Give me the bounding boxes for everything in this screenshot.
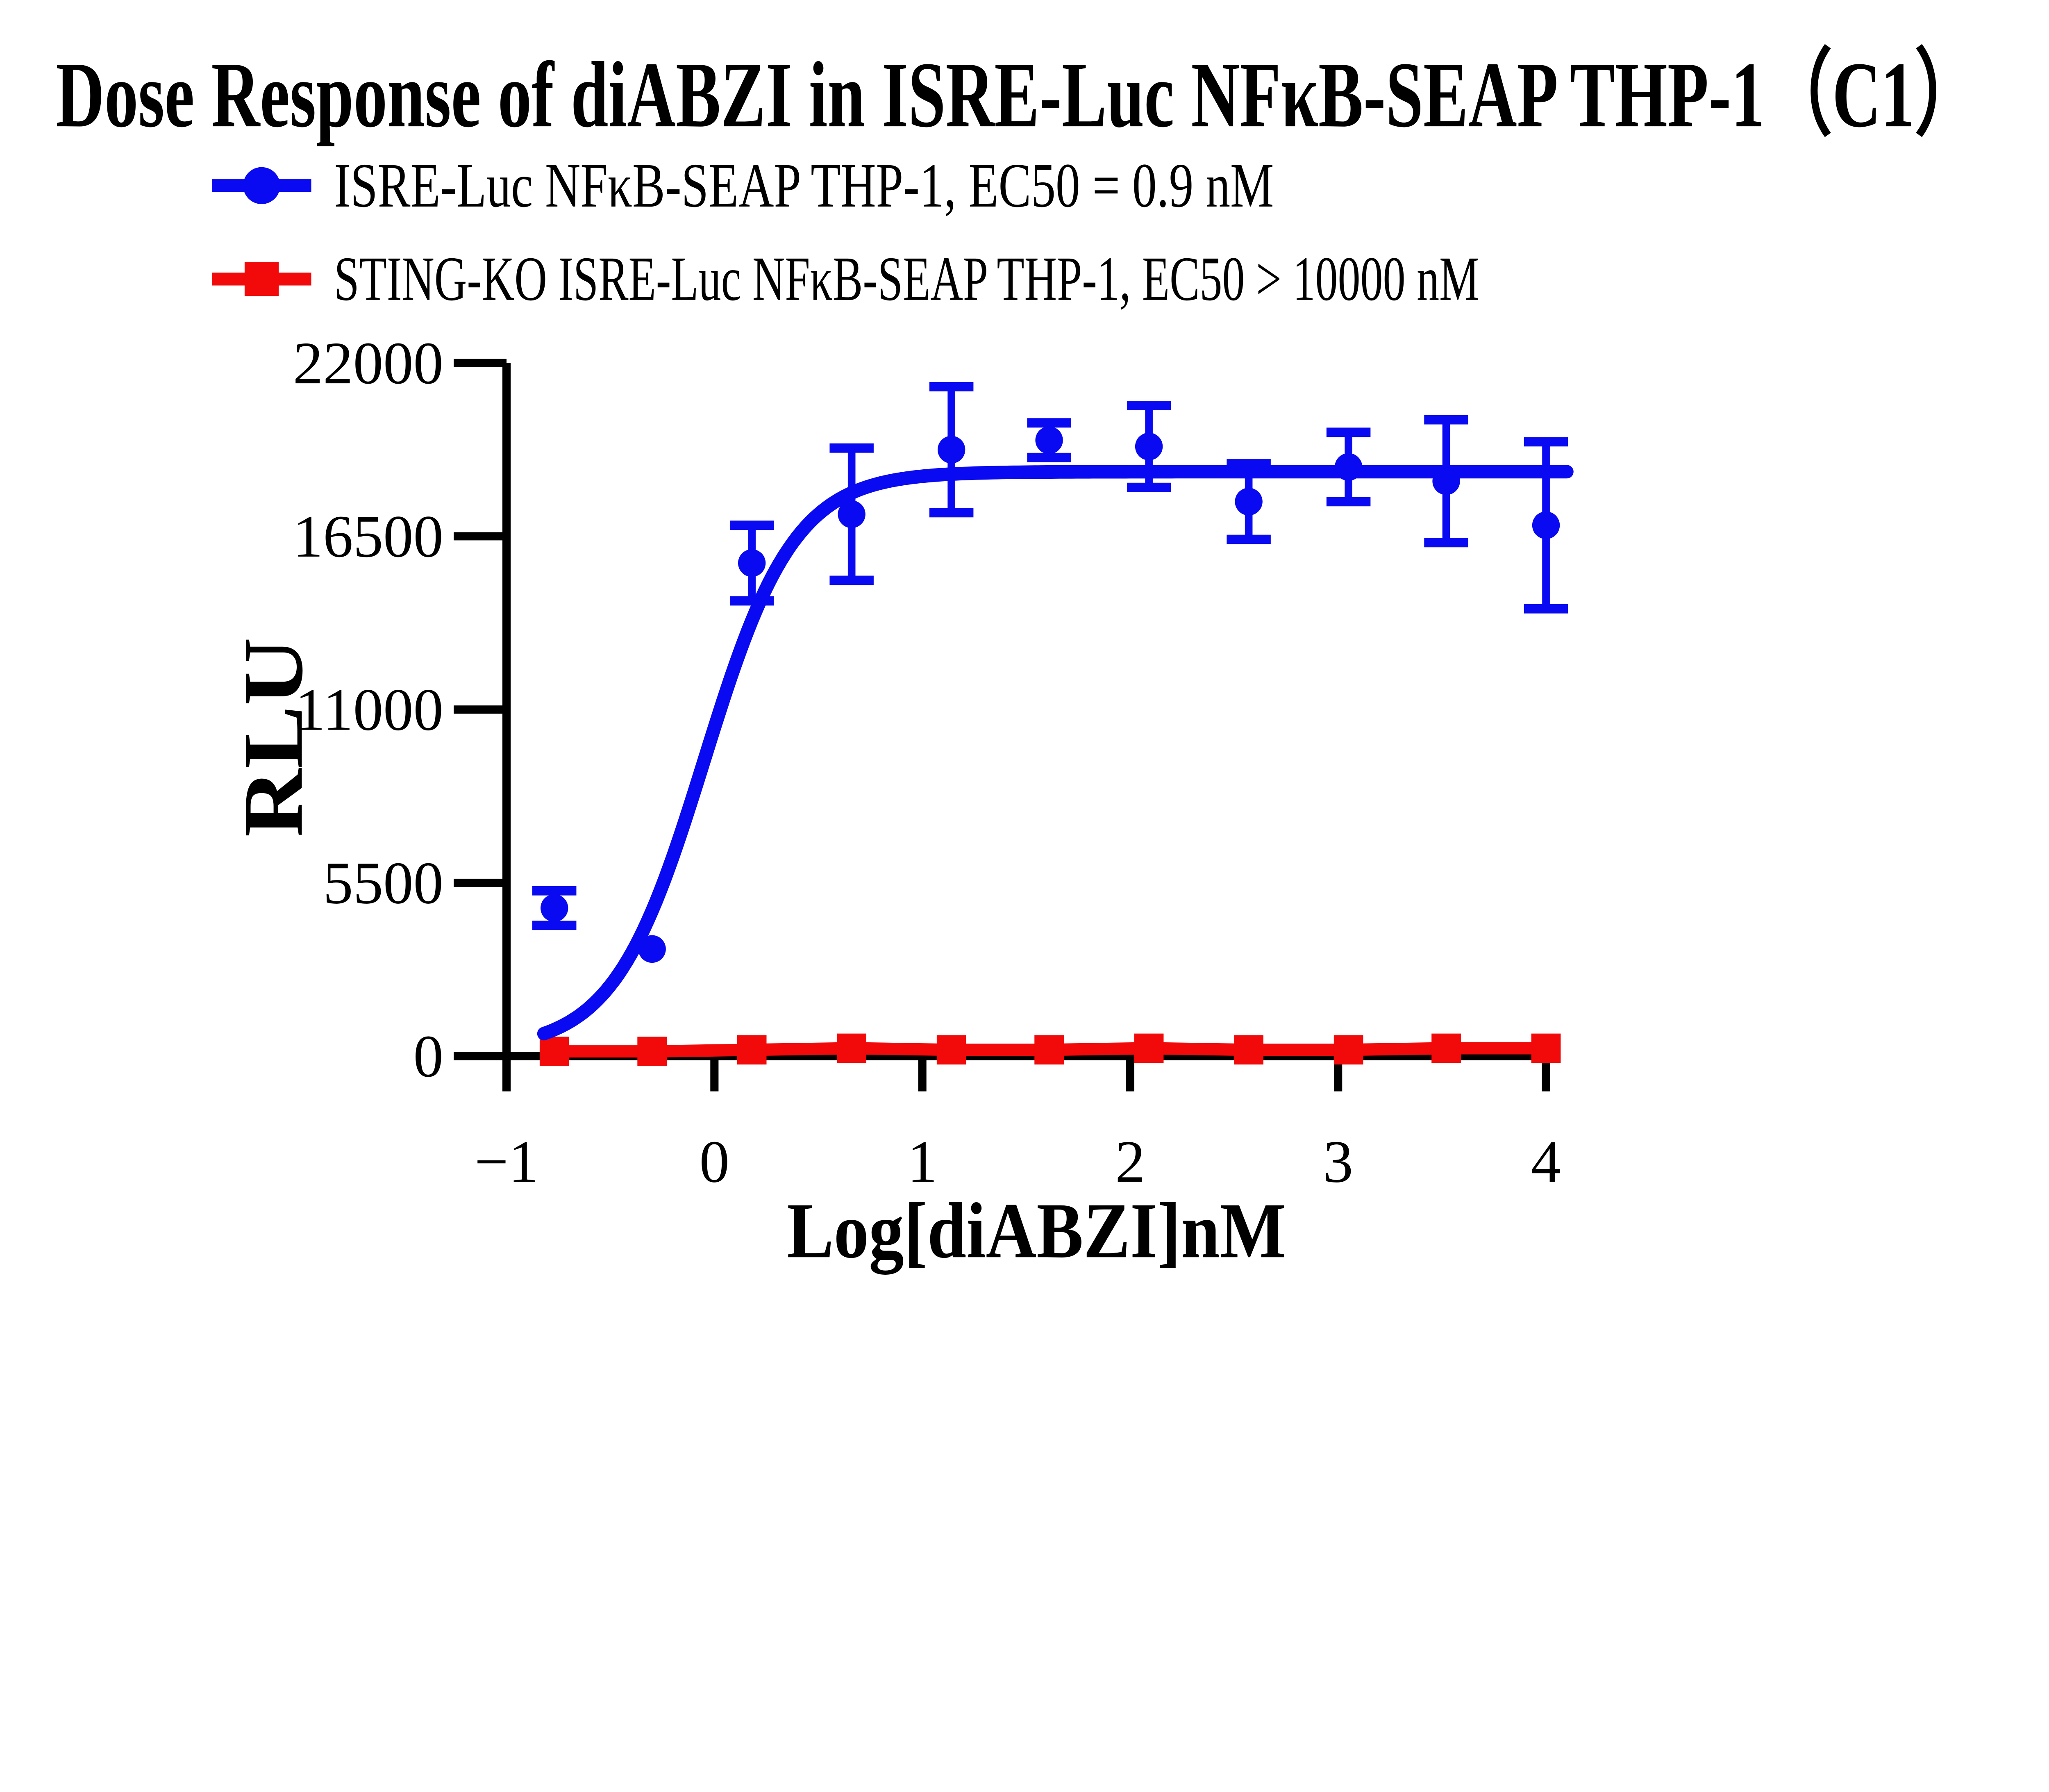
x-tick-label: 2 [1115,1128,1145,1195]
data-point-circle [1532,511,1560,539]
x-tick-label: 1 [907,1128,937,1195]
data-point-square [1531,1033,1561,1063]
data-point-circle [1035,426,1063,454]
data-point-square [936,1035,966,1065]
y-tick-label: 11000 [295,676,443,743]
y-tick-label: 22000 [293,330,443,396]
data-point-circle [1432,467,1460,495]
chart-title: Dose Response of diABZI in ISRE-Luc NFκB… [56,43,1982,147]
legend-item-isre-luc: ISRE-Luc NFκB-SEAP THP-1, EC50 = 0.9 nM [212,151,1274,221]
data-point-square [1234,1035,1263,1065]
legend-item-sting-ko: STING-KO ISRE-Luc NFκB-SEAP THP-1, EC50 … [212,244,1479,314]
data-point-square [737,1035,767,1065]
data-point-circle [1334,453,1363,481]
legend-label: STING-KO ISRE-Luc NFκB-SEAP THP-1, EC50 … [334,244,1479,314]
data-point-circle [738,549,766,577]
data-point-square [1431,1033,1461,1063]
fit-curve [537,465,1574,1041]
legend-circle-marker-icon [243,167,280,204]
data-point-circle [1235,488,1263,516]
x-tick-label: 4 [1531,1128,1561,1195]
dose-response-chart: Dose Response of diABZI in ISRE-Luc NFκB… [56,43,1982,1275]
data-point-circle [838,500,865,528]
data-point-square [539,1037,569,1066]
y-axis-title: RLU [226,637,320,837]
data-point-circle [638,935,666,963]
data-point-square [637,1037,667,1066]
x-axis-title: Log[diABZI]nM [787,1187,1286,1275]
x-tick-label: 3 [1323,1128,1353,1195]
data-point-square [1134,1033,1164,1063]
data-point-square [1034,1035,1064,1065]
data-point-circle [937,436,965,464]
y-tick-label: 0 [413,1023,443,1089]
data-point-square [837,1033,866,1063]
legend-label: ISRE-Luc NFκB-SEAP THP-1, EC50 = 0.9 nM [334,151,1274,221]
legend-square-marker-icon [244,262,279,296]
y-tick-label: 16500 [293,503,443,570]
x-tick-label: −1 [475,1128,538,1195]
data-series [532,382,1574,1066]
data-point-circle [1135,432,1163,461]
data-point-circle [541,894,568,922]
y-tick-label: 5500 [323,849,443,916]
x-tick-label: 0 [700,1128,729,1195]
data-point-square [1333,1035,1363,1065]
figure-canvas: Dose Response of diABZI in ISRE-Luc NFκB… [56,43,1982,1275]
axes: 0 5500 11000 16500 22000 −1 0 1 2 3 4 [293,330,1561,1195]
